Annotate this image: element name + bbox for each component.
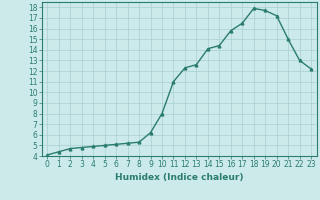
X-axis label: Humidex (Indice chaleur): Humidex (Indice chaleur) — [115, 173, 244, 182]
